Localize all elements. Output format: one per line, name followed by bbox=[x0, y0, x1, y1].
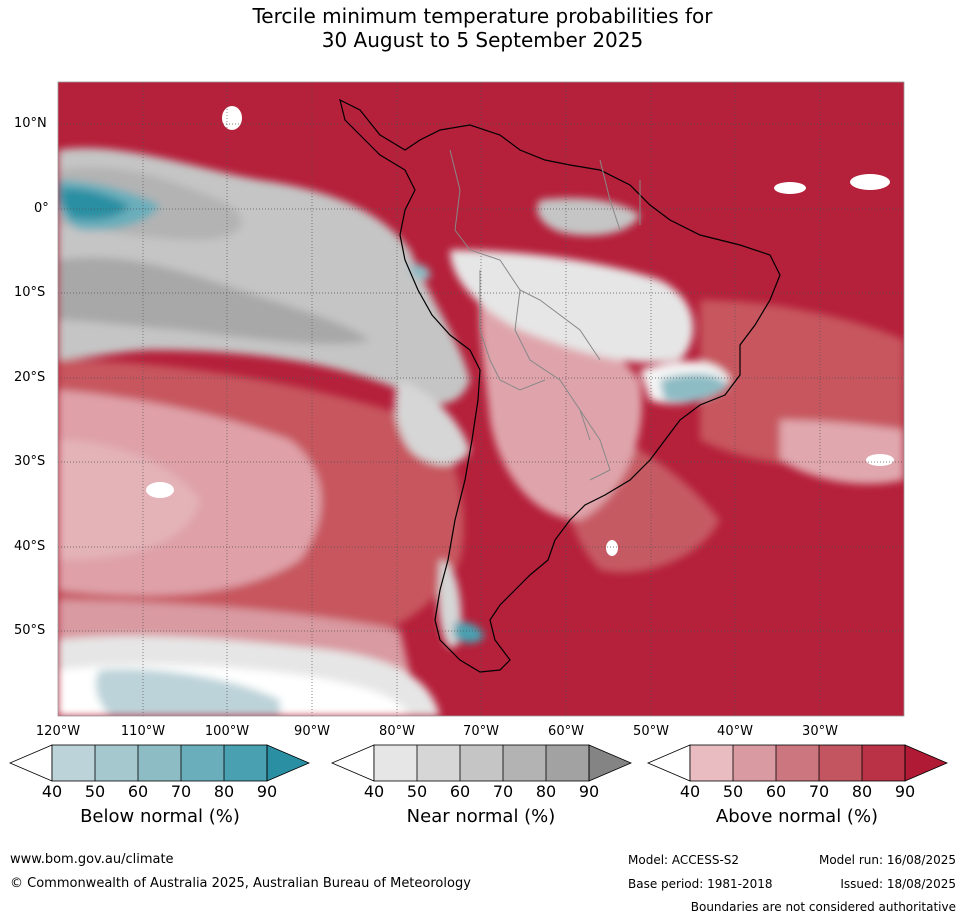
below-normal-colorbar bbox=[8, 744, 311, 782]
near-normal-region bbox=[450, 250, 694, 363]
colorbar-tick: 50 bbox=[722, 782, 744, 801]
website-link[interactable]: www.bom.gov.au/climate bbox=[10, 852, 174, 867]
lon-label-70w: 70°W bbox=[463, 724, 499, 739]
lat-label-50s: 50°S bbox=[14, 623, 46, 638]
near-normal-region bbox=[58, 257, 370, 345]
below-normal-label: Below normal (%) bbox=[80, 806, 240, 827]
title-line-2: 30 August to 5 September 2025 bbox=[321, 28, 644, 52]
colorbar-tick: 50 bbox=[406, 782, 428, 801]
map-frame bbox=[57, 81, 905, 717]
colorbar-tick: 80 bbox=[213, 782, 235, 801]
below-normal-region bbox=[61, 188, 130, 220]
lon-label-100w: 100°W bbox=[204, 724, 250, 739]
low-probability-patch bbox=[146, 482, 174, 498]
lon-label-50w: 50°W bbox=[633, 724, 669, 739]
lon-label-90w: 90°W bbox=[294, 724, 330, 739]
above-normal-label: Above normal (%) bbox=[715, 806, 879, 827]
below-normal-region bbox=[410, 264, 431, 280]
colorbar-tick: 80 bbox=[535, 782, 557, 801]
colorbar-tick: 40 bbox=[679, 782, 701, 801]
lon-label-40w: 40°W bbox=[717, 724, 753, 739]
low-probability-patch bbox=[606, 540, 618, 556]
lat-label-10n: 10°N bbox=[14, 116, 47, 131]
base-period-text: Base period: 1981-2018 bbox=[628, 877, 773, 891]
above-normal-low-region bbox=[780, 420, 904, 484]
lon-label-110w: 110°W bbox=[120, 724, 166, 739]
colorbar-tick: 70 bbox=[492, 782, 514, 801]
model-text: Model: ACCESS-S2 bbox=[628, 853, 740, 867]
colorbar-tick: 60 bbox=[449, 782, 471, 801]
low-probability-patch bbox=[222, 106, 242, 130]
low-probability-patch bbox=[850, 174, 890, 190]
lon-label-120w: 120°W bbox=[35, 724, 81, 739]
map-title: Tercile minimum temperature probabilitie… bbox=[0, 4, 965, 52]
country-boundaries bbox=[449, 149, 641, 481]
lon-label-80w: 80°W bbox=[379, 724, 415, 739]
title-line-1: Tercile minimum temperature probabilitie… bbox=[252, 4, 713, 28]
lon-label-60w: 60°W bbox=[548, 724, 584, 739]
graticule bbox=[58, 82, 904, 716]
colorbar-tick: 70 bbox=[170, 782, 192, 801]
issued-text: Issued: 18/08/2025 bbox=[840, 877, 956, 891]
colorbar-tick: 40 bbox=[363, 782, 385, 801]
below-normal-region bbox=[454, 621, 484, 644]
disclaimer-text: Boundaries are not considered authoritat… bbox=[690, 900, 956, 914]
colorbar-tick: 60 bbox=[765, 782, 787, 801]
near-normal-region bbox=[394, 380, 470, 465]
copyright-text: © Commonwealth of Australia 2025, Austra… bbox=[10, 876, 471, 891]
lon-label-30w: 30°W bbox=[802, 724, 838, 739]
model-run-text: Model run: 16/08/2025 bbox=[818, 853, 956, 867]
colorbar-tick: 90 bbox=[578, 782, 600, 801]
below-normal-region bbox=[660, 373, 728, 403]
lat-label-30s: 30°S bbox=[14, 454, 46, 469]
colorbar-tick: 90 bbox=[256, 782, 278, 801]
lat-label-40s: 40°S bbox=[14, 539, 46, 554]
lat-label-20s: 20°S bbox=[14, 370, 46, 385]
colorbar-tick: 50 bbox=[84, 782, 106, 801]
colorbar-tick: 80 bbox=[851, 782, 873, 801]
colorbar-tick: 40 bbox=[41, 782, 63, 801]
south-america-coastline bbox=[339, 98, 781, 673]
above-normal-low-region bbox=[58, 440, 200, 560]
lat-label-10s: 10°S bbox=[14, 285, 46, 300]
below-normal-region bbox=[95, 669, 281, 716]
near-normal-colorbar bbox=[330, 744, 633, 782]
colorbar-tick: 70 bbox=[808, 782, 830, 801]
low-probability-patch bbox=[774, 182, 806, 194]
near-normal-region bbox=[536, 198, 640, 236]
colorbar-tick: 90 bbox=[894, 782, 916, 801]
colorbar-tick: 60 bbox=[127, 782, 149, 801]
lat-label-0: 0° bbox=[34, 201, 49, 216]
above-normal-colorbar bbox=[646, 744, 949, 782]
low-probability-patch bbox=[866, 454, 894, 466]
near-normal-label: Near normal (%) bbox=[406, 806, 556, 827]
